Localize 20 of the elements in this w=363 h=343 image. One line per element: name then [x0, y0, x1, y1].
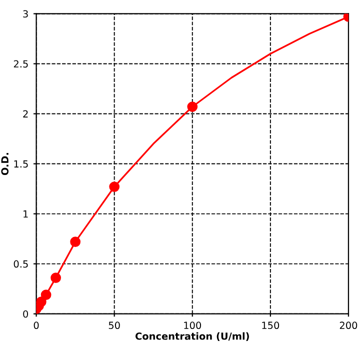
point — [187, 102, 198, 112]
x-tick-label: 150 — [262, 322, 280, 330]
x-tick-label: 200 — [340, 322, 358, 330]
x-tick-label: 50 — [108, 322, 120, 330]
x-tick-label: 100 — [184, 322, 202, 330]
y-tick-label: 0 — [23, 310, 28, 318]
point — [70, 236, 81, 248]
y-tick-label: 2 — [23, 110, 28, 118]
y-tick-label: 0.5 — [14, 260, 28, 268]
point — [36, 296, 46, 308]
point — [50, 272, 62, 284]
x-tick-label: 0 — [34, 322, 39, 330]
y-tick-label: 1 — [24, 210, 28, 218]
point — [40, 290, 52, 300]
y-tick-label: 3 — [23, 10, 28, 18]
y-tick-label: 1.5 — [14, 160, 28, 168]
x-axis-title: Concentration (U/ml) — [135, 332, 249, 341]
point — [109, 182, 120, 192]
y-axis-title: O.D. — [1, 153, 9, 176]
y-tick-label: 2.5 — [14, 60, 28, 68]
